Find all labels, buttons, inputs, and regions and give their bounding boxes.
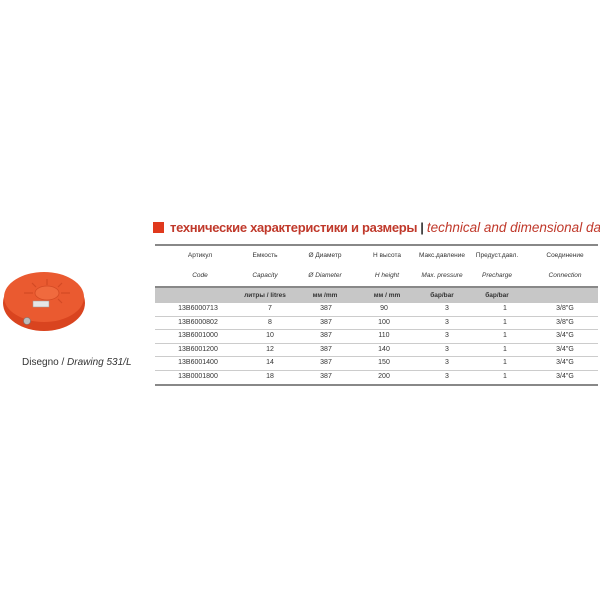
- table-row: 13B6001000 10 387 110 3 1 3/4"G: [155, 330, 598, 344]
- table-cell: 100: [378, 318, 390, 326]
- table-cell: мм /mm: [312, 292, 338, 299]
- table-cell: 3/4"G: [556, 345, 574, 353]
- drawing-caption: Disegno / Drawing 531/L: [22, 357, 132, 368]
- table-cell: 18: [266, 372, 274, 380]
- table-row: 13B6000802 8 387 100 3 1 3/8"G: [155, 317, 598, 331]
- header-row-en: Code Capacity Ø Diameter H height Max. press…: [155, 266, 598, 286]
- table-cell: 200: [378, 372, 390, 380]
- table-cell: Ø Диаметр: [308, 252, 342, 259]
- table-cell: 13B0001800: [178, 372, 218, 380]
- table-row: 13B6001400 14 387 150 3 1 3/4"G: [155, 357, 598, 371]
- table-cell: 3/4"G: [556, 359, 574, 367]
- header-row-ru: Артикул Емкость Ø Диаметр H высота Макс.давл…: [155, 246, 598, 266]
- table-cell: Connection: [548, 272, 582, 279]
- table-cell: 3/8"G: [556, 318, 574, 326]
- table-cell: 7: [268, 305, 272, 312]
- table-cell: 387: [320, 372, 332, 380]
- table-cell: 3: [445, 345, 449, 353]
- table-cell: 13B6000802: [178, 318, 218, 326]
- table-cell: 110: [378, 332, 390, 340]
- table-cell: 13B6001000: [178, 332, 218, 340]
- table-cell: Макс.давление: [418, 252, 466, 259]
- table-cell: H высота: [373, 252, 401, 259]
- red-square-icon: [153, 222, 164, 233]
- table-cell: Max. pressure: [421, 272, 463, 279]
- table-cell: Емкость: [252, 252, 278, 259]
- table-cell: 1: [503, 345, 507, 353]
- table-cell: 3/4"G: [556, 332, 574, 340]
- table-cell: 13B6000713: [178, 305, 218, 312]
- table-cell: 1: [503, 359, 507, 367]
- table-cell: 3/8"G: [556, 305, 574, 312]
- table-cell: Соединение: [546, 252, 584, 259]
- table-cell: 387: [320, 332, 332, 340]
- table-cell: литры / litres: [244, 292, 286, 299]
- table-cell: 13B6001400: [178, 359, 218, 367]
- table-cell: 387: [320, 345, 332, 353]
- table-cell: Precharge: [482, 272, 512, 279]
- table-cell: 13B6001200: [178, 345, 218, 353]
- table-cell: Ø Diameter: [308, 272, 342, 279]
- table-cell: 3: [445, 318, 449, 326]
- table-row: 13B6001200 12 387 140 3 1 3/4"G: [155, 344, 598, 358]
- table-cell: 3: [445, 359, 449, 367]
- table-cell: 3: [445, 332, 449, 340]
- table-cell: 14: [266, 359, 274, 367]
- table-cell: 1: [503, 372, 507, 380]
- table-cell: бар/bar: [485, 292, 509, 299]
- expansion-vessel-image: [3, 272, 85, 331]
- table-cell: 10: [266, 332, 274, 340]
- table-row: 13B6000713 7 387 90 3 1 3/8"G: [155, 303, 598, 317]
- spec-table: Артикул Емкость Ø Диаметр H высота Макс.давл…: [155, 244, 598, 386]
- table-cell: бар/bar: [430, 292, 454, 299]
- table-cell: Артикул: [187, 252, 213, 259]
- table-cell: 90: [380, 305, 388, 312]
- table-cell: 150: [378, 359, 390, 367]
- table-cell: 387: [320, 305, 332, 312]
- table-cell: H height: [374, 272, 400, 279]
- table-cell: мм / mm: [373, 292, 401, 299]
- table-cell: Capacity: [252, 272, 278, 279]
- table-cell: 1: [503, 305, 507, 312]
- table-cell: 387: [320, 359, 332, 367]
- section-title: технические характеристики и размеры | tec…: [153, 220, 600, 235]
- table-cell: 8: [268, 318, 272, 326]
- table-cell: 3: [445, 372, 449, 380]
- units-row: литры / litres мм /mm мм / mm бар/bar бар/ba…: [155, 288, 598, 303]
- table-cell: Code: [192, 272, 208, 279]
- table-cell: 3/4"G: [556, 372, 574, 380]
- table-row: 13B0001800 18 387 200 3 1 3/4"G: [155, 371, 598, 386]
- table-cell: 12: [266, 345, 274, 353]
- table-cell: 3: [445, 305, 449, 312]
- table-cell: 140: [378, 345, 390, 353]
- table-cell: 387: [320, 318, 332, 326]
- table-cell: 1: [503, 332, 507, 340]
- table-cell: Предуст.давл.: [475, 252, 519, 259]
- table-cell: 1: [503, 318, 507, 326]
